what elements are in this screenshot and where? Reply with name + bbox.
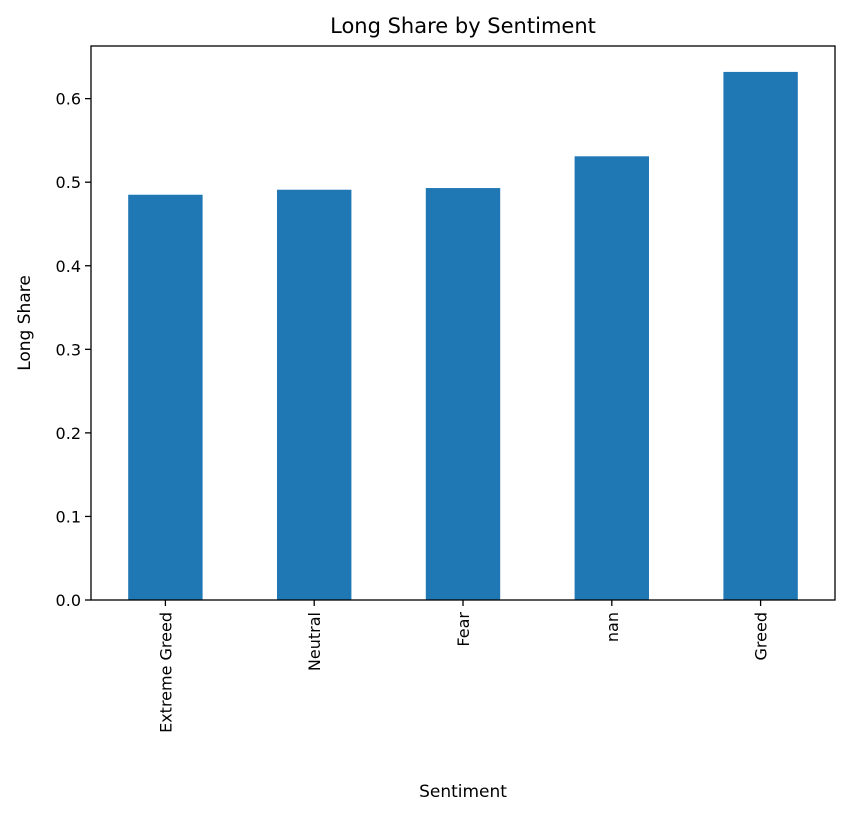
x-tick-label: Neutral	[305, 612, 324, 671]
bar-neutral	[277, 189, 352, 600]
x-tick-label: Greed	[752, 612, 771, 660]
x-axis-label: Sentiment	[419, 782, 507, 802]
y-tick-label: 0.3	[56, 340, 81, 359]
x-tick-label: Extreme Greed	[156, 612, 175, 733]
x-axis-ticks: Extreme Greed Neutral Fear nan Greed	[156, 600, 771, 733]
y-tick-label: 0.6	[56, 90, 81, 109]
y-tick-label: 0.1	[56, 507, 81, 526]
y-tick-label: 0.5	[56, 173, 81, 192]
bar-nan	[574, 156, 649, 601]
y-tick-label: 0.4	[56, 257, 81, 276]
x-tick-label: nan	[603, 612, 622, 642]
bar-greed	[723, 71, 798, 600]
plot-frame	[90, 45, 836, 601]
y-tick-label: 0.0	[56, 591, 81, 610]
bar-extreme-greed	[128, 194, 203, 601]
bars-layer	[128, 71, 798, 601]
x-tick-label: Fear	[454, 612, 473, 647]
y-tick-label: 0.2	[56, 424, 81, 443]
bar-fear	[425, 188, 501, 601]
y-axis-label: Long Share	[15, 275, 35, 371]
chart-title: Long Share by Sentiment	[330, 14, 596, 38]
y-axis-ticks: 0.0 0.1 0.2 0.3 0.4 0.5 0.6	[56, 90, 91, 610]
